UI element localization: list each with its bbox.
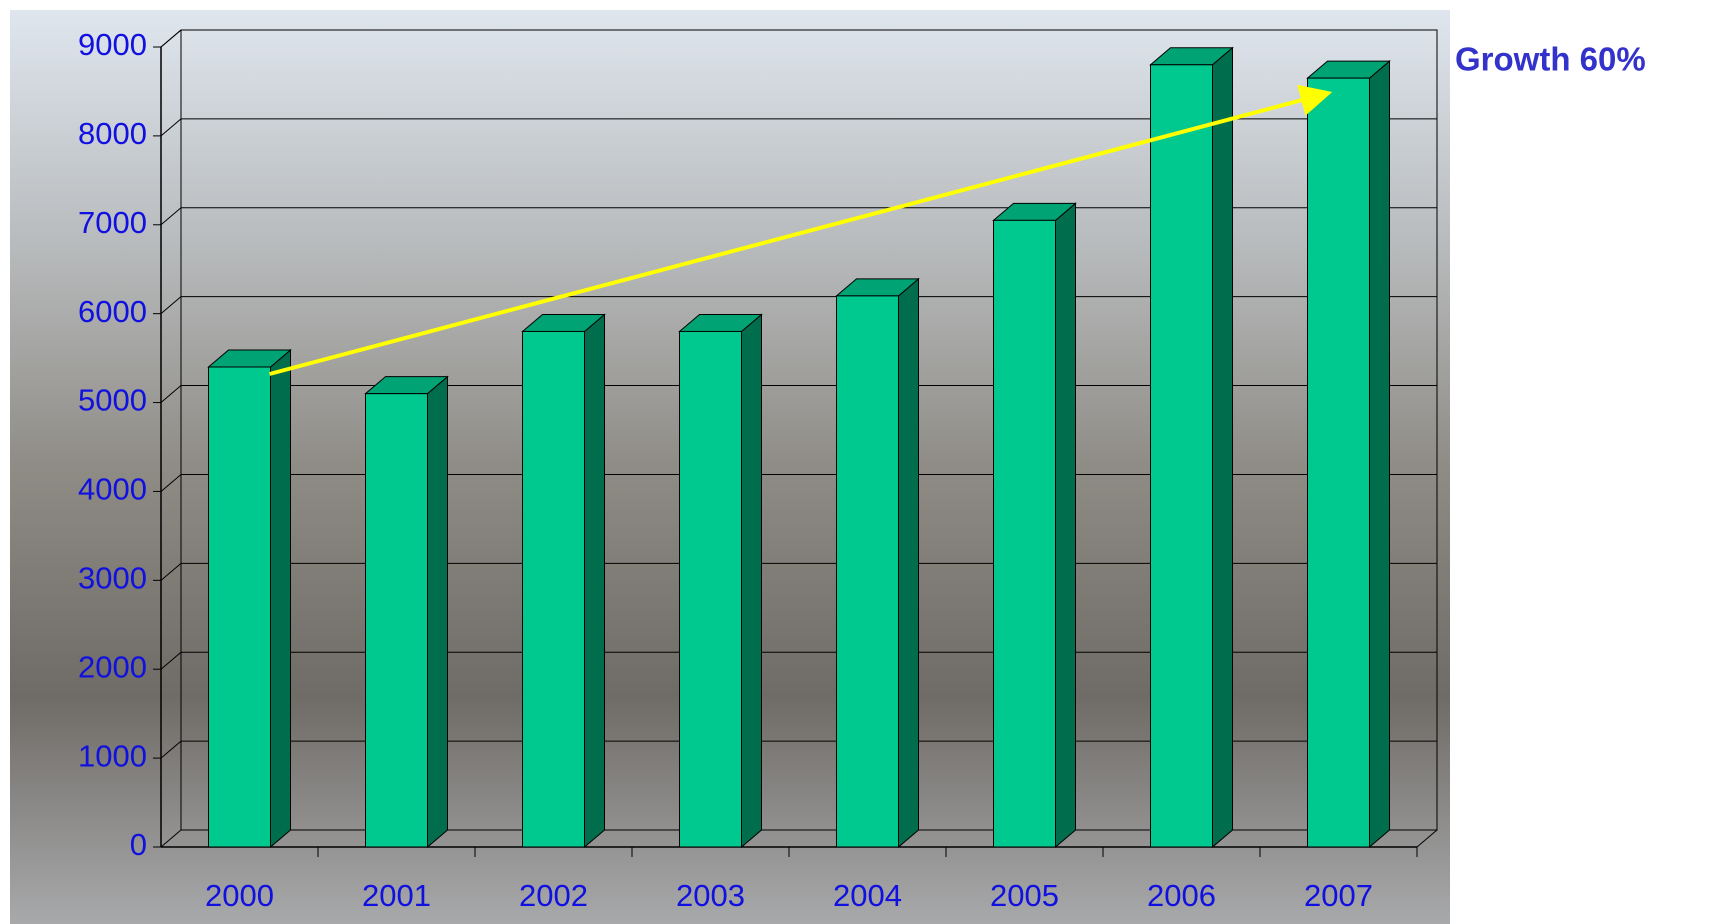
bar-side <box>1212 46 1233 849</box>
grid-line-side <box>160 207 182 226</box>
bar <box>1307 77 1370 848</box>
x-tick-label: 2003 <box>676 878 745 913</box>
y-tick-label: 0 <box>130 827 147 862</box>
x-tick-label: 2006 <box>1147 878 1216 913</box>
y-tick-label: 1000 <box>78 738 147 773</box>
y-tick-label: 5000 <box>78 383 147 418</box>
grid-line-side <box>160 296 182 315</box>
grid-line-side <box>160 651 182 670</box>
x-tick-label: 2007 <box>1304 878 1373 913</box>
y-tick-label: 3000 <box>78 561 147 596</box>
x-tick-label: 2001 <box>362 878 431 913</box>
bar-side <box>584 313 605 849</box>
grid-line-side <box>160 740 182 759</box>
bar <box>208 366 271 848</box>
bar-side <box>898 277 919 849</box>
y-tick-label: 4000 <box>78 472 147 507</box>
x-tick-label: 2004 <box>833 878 902 913</box>
grid-line-side <box>160 29 182 48</box>
bar <box>1150 64 1213 848</box>
bar-side <box>741 313 762 849</box>
y-tick-label: 6000 <box>78 294 147 329</box>
grid-line-side <box>160 118 182 137</box>
grid-line-side <box>160 829 182 848</box>
bar <box>836 295 899 848</box>
annotation: Growth 60% <box>1455 41 1646 78</box>
bar-side <box>427 375 448 849</box>
grid-line-side <box>160 562 182 581</box>
bar <box>365 393 428 848</box>
bar-side <box>270 348 291 849</box>
bar <box>993 219 1056 848</box>
y-tick-label: 9000 <box>78 27 147 62</box>
grid-line-side <box>160 385 182 403</box>
x-tick-label: 2002 <box>519 878 588 913</box>
bar-side <box>1369 60 1390 849</box>
x-tick-label: 2005 <box>990 878 1059 913</box>
bar <box>522 330 585 848</box>
grid-line-side <box>160 474 182 492</box>
trend-arrow <box>268 84 1333 376</box>
y-tick-label: 2000 <box>78 649 147 684</box>
y-tick-label: 7000 <box>78 205 147 240</box>
x-tick-label: 2000 <box>205 878 274 913</box>
bar-side <box>1055 202 1076 849</box>
y-tick-label: 8000 <box>78 116 147 151</box>
floor-edge <box>1416 829 1438 848</box>
bar <box>679 330 742 848</box>
